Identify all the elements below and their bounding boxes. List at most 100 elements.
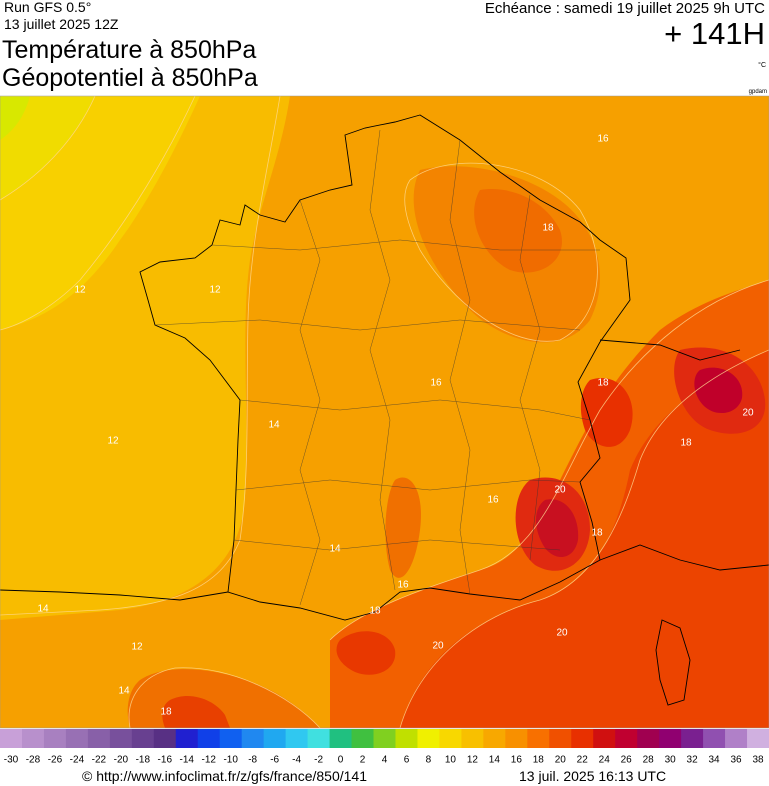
run: Run GFS 0.5°	[4, 0, 91, 15]
color-swatch	[241, 729, 265, 748]
scale-label: -30	[4, 755, 19, 766]
contour-label: 16	[487, 495, 499, 506]
scale-label: -26	[48, 755, 63, 766]
scale-label: 20	[555, 755, 567, 766]
contour-label: 18	[542, 223, 554, 234]
color-swatch	[417, 729, 440, 748]
color-swatch	[593, 729, 616, 748]
color-swatch	[681, 729, 704, 748]
color-swatch	[747, 729, 769, 748]
contour-label: 20	[742, 408, 754, 419]
scale-label: -28	[26, 755, 41, 766]
color-swatch	[703, 729, 726, 748]
color-swatch	[329, 729, 353, 748]
color-swatch	[87, 729, 111, 748]
contour-label: 20	[554, 485, 566, 496]
scale-label: 14	[489, 755, 501, 766]
color-swatch	[351, 729, 375, 748]
contour-label: 14	[268, 420, 280, 431]
color-swatch	[505, 729, 528, 748]
scale-label: 36	[730, 755, 742, 766]
scale-label: 38	[752, 755, 764, 766]
scale-label: 2	[360, 755, 366, 766]
run-date: 13 juillet 2025 12Z	[4, 16, 119, 32]
color-swatch	[549, 729, 572, 748]
scale-label: 0	[338, 755, 344, 766]
scale-label: 24	[599, 755, 611, 766]
contour-label: 12	[107, 436, 119, 447]
scale-label: -2	[314, 755, 323, 766]
scale-label: 22	[577, 755, 589, 766]
color-swatch	[65, 729, 89, 748]
temperature-field	[694, 367, 743, 414]
temperature-field	[385, 477, 421, 578]
contour-label: 14	[118, 686, 130, 697]
scale-label: 16	[511, 755, 523, 766]
temperature-field	[0, 96, 30, 140]
color-swatch	[197, 729, 221, 748]
map-frame	[0, 95, 769, 729]
color-swatch	[175, 729, 199, 748]
scale-label: -24	[70, 755, 85, 766]
scale-label: -16	[158, 755, 173, 766]
color-swatch	[43, 729, 67, 748]
color-swatch	[461, 729, 484, 748]
contour-label: 12	[209, 285, 221, 296]
scale-label: -20	[114, 755, 129, 766]
color-scale: -30 -28 -26 -24 -22 -20 -18 -16 -14 -12 -10 -8 -6 -4-…	[0, 729, 769, 766]
title: Température à 850hPa	[2, 36, 256, 64]
scale-label: -22	[92, 755, 107, 766]
contour-label: 20	[556, 628, 568, 639]
scale-label: 6	[404, 755, 410, 766]
temperature-field	[474, 189, 562, 273]
color-swatch	[527, 729, 550, 748]
color-swatch	[637, 729, 660, 748]
color-swatch	[395, 729, 418, 748]
contour-label: 18	[160, 707, 172, 718]
color-swatch	[307, 729, 331, 748]
temperature-field	[336, 631, 396, 675]
title: Géopotentiel à 850hPa	[2, 64, 258, 92]
contour-label: 14	[37, 604, 49, 615]
color-swatch	[109, 729, 133, 748]
contours	[0, 96, 769, 728]
map: 16 18 16 18 20 18 20 18 20 20 18 14 12 14 18 12 12 14 14 12…	[0, 95, 769, 729]
timestamp: 13 juil. 2025 16:13 UTC	[519, 768, 666, 784]
contour-label: 16	[430, 378, 442, 389]
source-tag: gpdam	[749, 89, 767, 95]
scale-label: -18	[136, 755, 151, 766]
scale-label: 10	[445, 755, 457, 766]
contour-label: 20	[432, 641, 444, 652]
color-swatch	[131, 729, 155, 748]
department-borders	[154, 129, 600, 606]
color-swatch	[219, 729, 243, 748]
scale-label: 4	[382, 755, 388, 766]
scale-label: 26	[621, 755, 633, 766]
scale-label: -12	[202, 755, 217, 766]
color-swatch	[483, 729, 506, 748]
temperature-field	[0, 96, 95, 200]
color-swatch	[725, 729, 748, 748]
scale-label: -6	[270, 755, 279, 766]
lead-time: + 141H	[664, 16, 765, 51]
color-swatch	[439, 729, 462, 748]
scale-label: -10	[223, 755, 238, 766]
color-swatch	[659, 729, 682, 748]
scale-label: 34	[709, 755, 721, 766]
contour-label: 18	[680, 438, 692, 449]
scale-label: -4	[292, 755, 301, 766]
contour-label: 18	[369, 606, 381, 617]
scale-label: 28	[643, 755, 655, 766]
contour-label: 16	[397, 580, 409, 591]
scale-label: -8	[248, 755, 257, 766]
color-swatch	[615, 729, 638, 748]
contour-label: 18	[597, 378, 609, 389]
forecast-time: Echéance : samedi 19 juillet 2025 9h UTC	[485, 0, 765, 17]
unit: °C	[758, 61, 766, 69]
color-swatch	[263, 729, 287, 748]
color-swatch	[571, 729, 594, 748]
contour-label: 14	[329, 544, 341, 555]
temperature-field	[162, 695, 230, 728]
color-swatch	[153, 729, 177, 748]
